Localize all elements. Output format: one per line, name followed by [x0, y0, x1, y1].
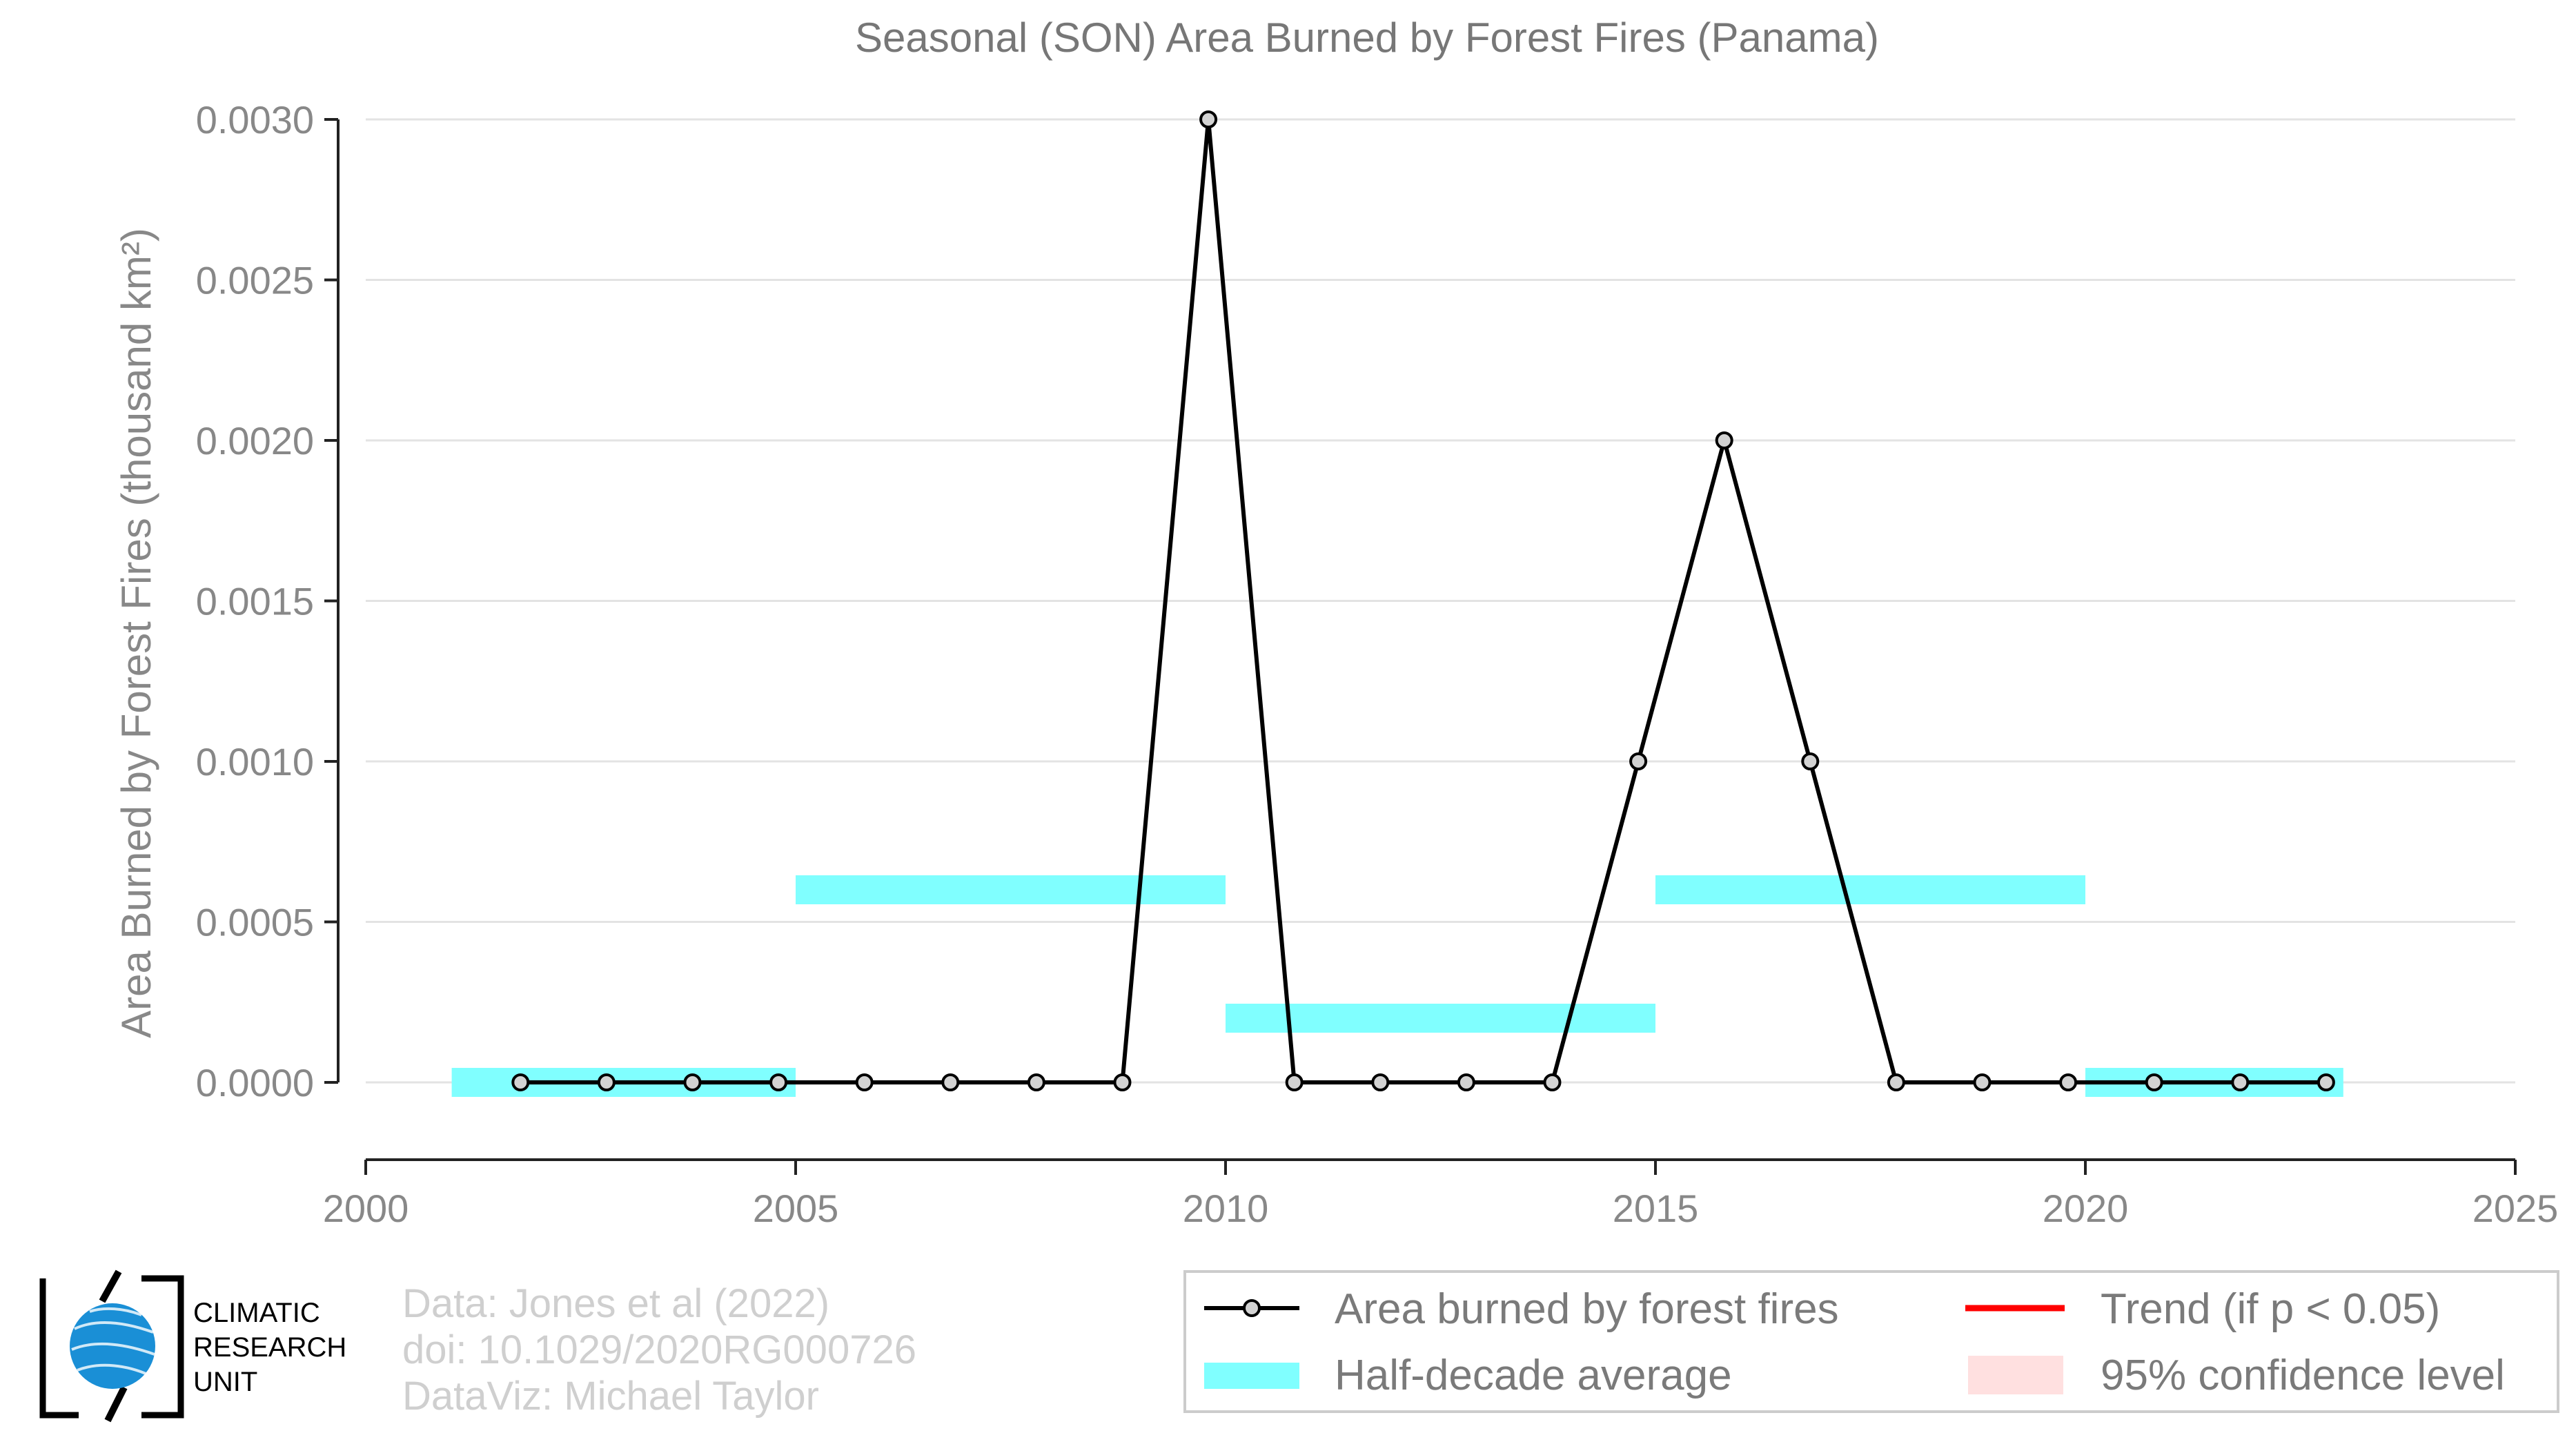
- data-point-1: [597, 1073, 616, 1091]
- legend-label-half-decade: Half-decade average: [1335, 1352, 1732, 1399]
- half-decade-band-2: [1226, 1004, 1655, 1033]
- grid: [366, 118, 2515, 1084]
- half-decade-bands: [451, 875, 2343, 1097]
- data-point-16: [1887, 1073, 1905, 1091]
- logo-slash-icon: [99, 1269, 122, 1303]
- data-point-13: [1629, 752, 1648, 770]
- x-tick-label-2: 2010: [1183, 1187, 1269, 1230]
- data-point-9: [1285, 1073, 1304, 1091]
- data-point-4: [855, 1073, 874, 1091]
- y-axis: 0.0000 0.0005 0.0010 0.0015 0.0020 0.0025 0.00…: [196, 98, 340, 1104]
- y-tick-label-5: 0.0025: [196, 259, 314, 302]
- data-point-14: [1715, 431, 1733, 449]
- x-tick-label-4: 2020: [2043, 1187, 2129, 1230]
- data-point-8: [1199, 110, 1218, 128]
- x-axis: 2000 2005 2010 2015 2020 2025: [323, 1158, 2559, 1230]
- credit-dataviz: DataViz: Michael Taylor: [402, 1374, 819, 1419]
- data-point-5: [941, 1073, 960, 1091]
- data-point-10: [1371, 1073, 1390, 1091]
- legend-marker-area-burned: [1243, 1299, 1261, 1317]
- x-tick-label-5: 2025: [2472, 1187, 2559, 1230]
- legend-label-area-burned: Area burned by forest fires: [1335, 1285, 1839, 1333]
- x-tick-label-1: 2005: [753, 1187, 839, 1230]
- y-axis-title: Area Burned by Forest Fires (thousand km…: [113, 228, 159, 1038]
- credit-doi: doi: 10.1029/2020RG000726: [402, 1327, 916, 1372]
- globe-swirl-icon: [71, 1307, 155, 1376]
- logo-text-line-2: RESEARCH: [193, 1332, 346, 1363]
- logo-text-line-3: UNIT: [193, 1367, 257, 1397]
- data-point-7: [1113, 1073, 1132, 1091]
- legend: Area burned by forest fires Trend (if p …: [1183, 1270, 2559, 1413]
- data-point-19: [2145, 1073, 2163, 1091]
- y-tick-label-6: 0.0030: [196, 98, 314, 142]
- data-point-21: [2317, 1073, 2335, 1091]
- cru-logo: CLIMATIC RESEARCH UNIT: [39, 1269, 346, 1423]
- series: [511, 110, 2335, 1091]
- data-point-0: [511, 1073, 530, 1091]
- legend-label-trend: Trend (if p < 0.05): [2101, 1285, 2440, 1333]
- legend-swatch-half-decade: [1204, 1363, 1299, 1389]
- y-tick-label-4: 0.0020: [196, 419, 314, 462]
- data-point-2: [683, 1073, 702, 1091]
- logo-bracket-left: [39, 1278, 79, 1419]
- x-tick-label-3: 2015: [1613, 1187, 1699, 1230]
- x-tick-label-0: 2000: [323, 1187, 409, 1230]
- data-point-12: [1543, 1073, 1562, 1091]
- y-tick-label-2: 0.0010: [196, 740, 314, 783]
- logo-text-line-1: CLIMATIC: [193, 1298, 320, 1328]
- chart-title: Seasonal (SON) Area Burned by Forest Fir…: [855, 14, 1879, 61]
- legend-swatch-confidence: [1968, 1356, 2063, 1394]
- half-decade-band-3: [1655, 875, 2085, 904]
- y-tick-label-3: 0.0015: [196, 580, 314, 623]
- legend-box: [1183, 1270, 2559, 1413]
- data-point-18: [2059, 1073, 2078, 1091]
- data-point-17: [1973, 1073, 1992, 1091]
- data-point-3: [769, 1073, 788, 1091]
- data-point-15: [1801, 752, 1820, 770]
- data-point-20: [2231, 1073, 2250, 1091]
- data-point-11: [1457, 1073, 1475, 1091]
- credit-data: Data: Jones et al (2022): [402, 1281, 829, 1326]
- credits: Data: Jones et al (2022) doi: 10.1029/20…: [402, 1281, 916, 1419]
- legend-label-confidence: 95% confidence level: [2101, 1352, 2505, 1399]
- logo-slash-icon-2: [104, 1385, 128, 1423]
- half-decade-band-1: [796, 875, 1226, 904]
- y-tick-label-0: 0.0000: [196, 1061, 314, 1104]
- data-point-6: [1027, 1073, 1045, 1091]
- logo-bracket-right: [141, 1275, 184, 1419]
- series-line-0: [520, 117, 2326, 1084]
- y-tick-label-1: 0.0005: [196, 901, 314, 944]
